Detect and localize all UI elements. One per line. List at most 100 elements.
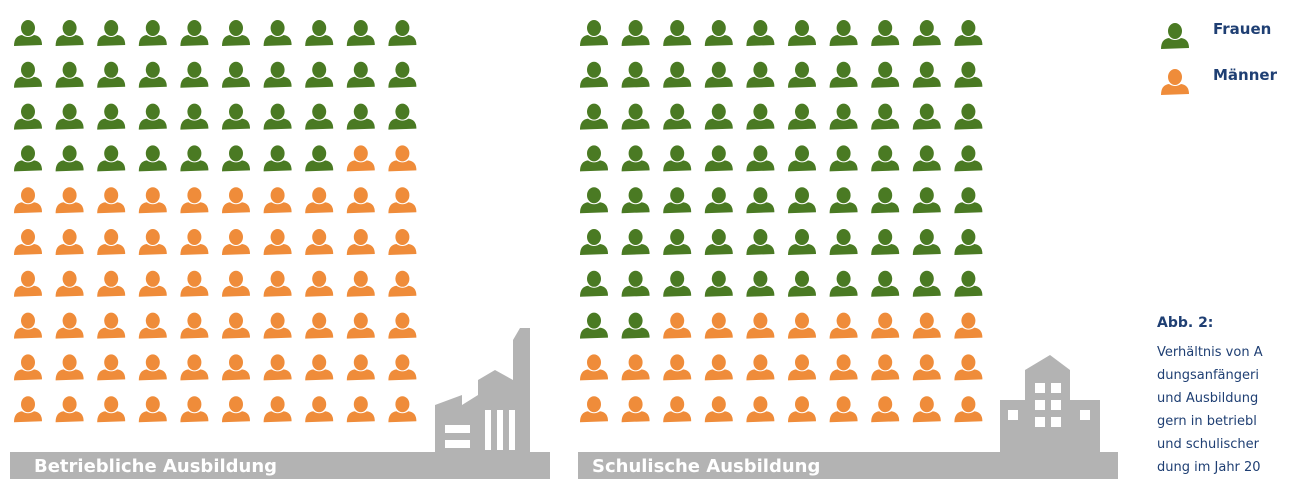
- body: [871, 244, 899, 255]
- chart: Betriebliche Ausbildung Schulische Ausbi…: [0, 0, 1292, 479]
- body: [222, 35, 250, 46]
- body: [305, 77, 333, 88]
- person-icon: [705, 104, 733, 130]
- caption-line: dung im Jahr 20: [1157, 460, 1261, 475]
- head: [395, 20, 409, 36]
- body: [705, 119, 733, 130]
- body: [913, 286, 941, 297]
- person-icon: [746, 354, 774, 380]
- body: [14, 77, 42, 88]
- body: [180, 286, 208, 297]
- person-icon: [622, 271, 650, 297]
- body: [264, 202, 292, 213]
- head: [104, 104, 118, 120]
- body: [705, 35, 733, 46]
- head: [354, 354, 368, 370]
- body: [622, 411, 650, 422]
- head: [63, 104, 77, 120]
- body: [788, 77, 816, 88]
- head: [354, 104, 368, 120]
- person-icon: [830, 187, 858, 213]
- person-icon: [663, 20, 691, 46]
- body: [871, 35, 899, 46]
- caption-line: dungsanfängeri: [1157, 368, 1259, 383]
- person-icon: [663, 313, 691, 339]
- person-icon: [388, 354, 416, 380]
- person-icon: [14, 313, 42, 339]
- body: [746, 244, 774, 255]
- body: [388, 411, 416, 422]
- person-icon: [180, 229, 208, 255]
- person-icon: [1161, 23, 1189, 49]
- head: [271, 354, 285, 370]
- head: [104, 187, 118, 203]
- head: [961, 271, 975, 287]
- chart-title: Betriebliche Ausbildung: [34, 456, 277, 477]
- head: [670, 20, 684, 36]
- head: [587, 20, 601, 36]
- person-icon: [388, 313, 416, 339]
- person-icon: [264, 313, 292, 339]
- body: [347, 286, 375, 297]
- head: [587, 313, 601, 329]
- body: [788, 35, 816, 46]
- head: [354, 145, 368, 161]
- body: [913, 119, 941, 130]
- body: [954, 202, 982, 213]
- person-icon: [871, 104, 899, 130]
- chart-title: Schulische Ausbildung: [592, 456, 820, 477]
- person-icon: [788, 62, 816, 88]
- head: [878, 104, 892, 120]
- body: [388, 286, 416, 297]
- person-icon: [305, 145, 333, 171]
- body: [222, 119, 250, 130]
- head: [753, 354, 767, 370]
- person-icon: [305, 62, 333, 88]
- person-icon: [871, 62, 899, 88]
- person-icon: [264, 396, 292, 422]
- body: [180, 119, 208, 130]
- body: [622, 160, 650, 171]
- head: [354, 20, 368, 36]
- person-icon: [705, 20, 733, 46]
- head: [878, 396, 892, 412]
- head: [229, 62, 243, 78]
- head: [878, 20, 892, 36]
- head: [395, 229, 409, 245]
- body: [56, 119, 84, 130]
- body: [954, 369, 982, 380]
- body: [180, 35, 208, 46]
- head: [837, 62, 851, 78]
- person-icon: [788, 396, 816, 422]
- body: [622, 119, 650, 130]
- person-icon: [830, 20, 858, 46]
- head: [753, 187, 767, 203]
- person-icon: [830, 229, 858, 255]
- body: [954, 77, 982, 88]
- body: [97, 328, 125, 339]
- person-icon: [264, 20, 292, 46]
- body: [264, 119, 292, 130]
- body: [305, 244, 333, 255]
- body: [705, 286, 733, 297]
- body: [954, 328, 982, 339]
- person-icon: [954, 104, 982, 130]
- head: [21, 396, 35, 412]
- body: [913, 244, 941, 255]
- head: [961, 313, 975, 329]
- person-icon: [788, 187, 816, 213]
- head: [629, 104, 643, 120]
- head: [878, 145, 892, 161]
- body: [622, 35, 650, 46]
- person-icon: [180, 396, 208, 422]
- person-icon: [580, 104, 608, 130]
- head: [21, 354, 35, 370]
- person-icon: [222, 396, 250, 422]
- head: [837, 313, 851, 329]
- person-icon: [14, 229, 42, 255]
- head: [63, 187, 77, 203]
- head: [920, 354, 934, 370]
- person-icon: [305, 104, 333, 130]
- body: [622, 369, 650, 380]
- body: [97, 35, 125, 46]
